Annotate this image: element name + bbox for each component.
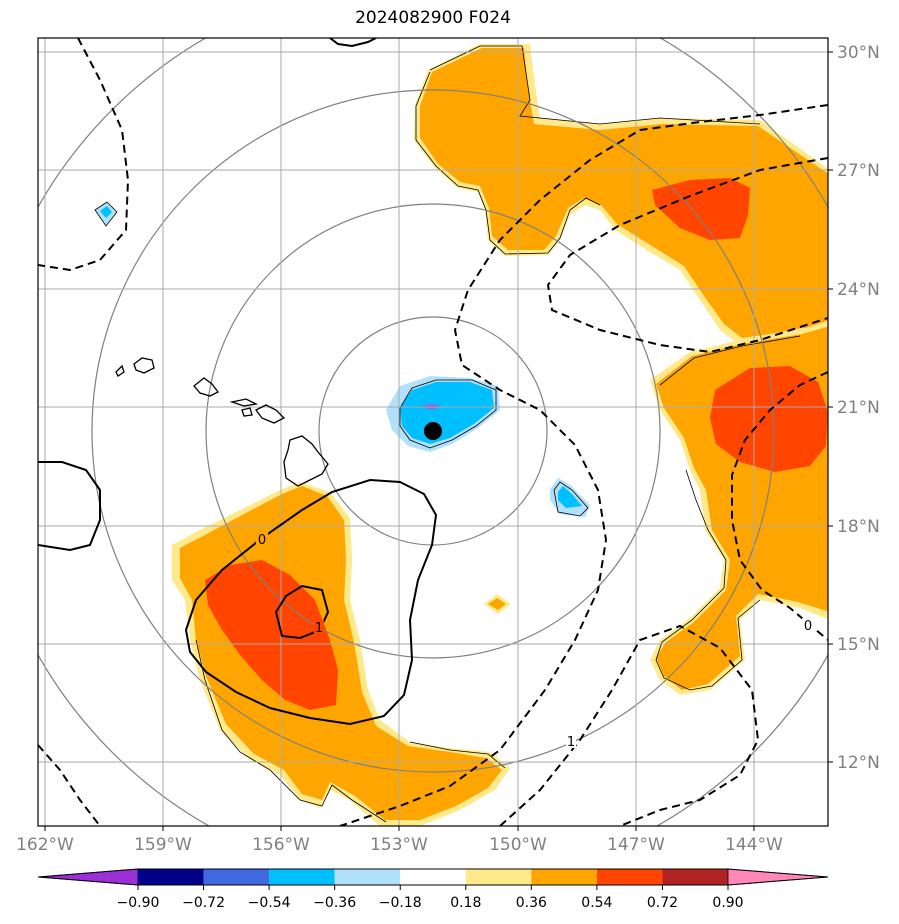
solid-contours [38, 38, 438, 726]
colorbar-tick-label: −0.18 [379, 895, 422, 911]
colorbar-segment [662, 869, 728, 885]
lon-label: 153°W [370, 835, 428, 855]
colorbar-ticks [137, 885, 729, 890]
lat-label: 21°N [837, 398, 880, 418]
colorbar-tick-label: 0.54 [581, 895, 612, 911]
dashed-contours [38, 38, 828, 826]
lon-label: 159°W [134, 835, 192, 855]
contour-labels: 0 1 1 0 [256, 532, 814, 750]
colorbar-segment [400, 869, 466, 885]
latitude-labels: 30°N 27°N 24°N 21°N 18°N 15°N 12°N [837, 43, 880, 773]
lat-label: 27°N [837, 161, 880, 181]
zero-contour-west [38, 461, 101, 552]
lon-label: 156°W [252, 835, 310, 855]
colorbar-segment [203, 869, 270, 885]
negative-anomaly-center [386, 376, 500, 452]
colorbar-tick-label: −0.54 [248, 895, 291, 911]
colorbar-segment [269, 869, 335, 885]
contour-label-1-inner: 1 [315, 621, 323, 636]
map-panel: 0 1 1 0 [38, 38, 828, 826]
longitude-labels: 162°W 159°W 156°W 153°W 150°W 147°W 144°… [16, 835, 783, 855]
lon-label: 150°W [489, 835, 547, 855]
lat-label: 15°N [837, 635, 880, 655]
colorbar-tick-label: 0.90 [712, 895, 743, 911]
contour-top-edge [329, 38, 377, 48]
negative-anomaly-east [550, 478, 590, 517]
colorbar-extend-high [727, 868, 829, 886]
dashed-contour-northwest [38, 38, 130, 272]
lon-label: 147°W [607, 835, 665, 855]
one-contour-small [274, 584, 330, 640]
dashed-contour-inner [546, 157, 828, 354]
storm-center-marker [424, 422, 442, 440]
colorbar-segment [138, 869, 204, 885]
map-frame [37, 37, 829, 827]
colorbar-labels: −0.90 −0.72 −0.54 −0.36 −0.18 0.18 0.36 0.54 0.7… [117, 895, 744, 911]
island-niihau [115, 364, 125, 377]
colorbar-tick-label: 0.36 [516, 895, 547, 911]
colorbar-tick-label: −0.36 [313, 895, 356, 911]
island-molokai [229, 398, 259, 407]
positive-anomaly-east [650, 320, 828, 695]
map-title: 2024082900 F024 [355, 8, 511, 28]
lon-label: 162°W [16, 835, 74, 855]
colorbar-segment [596, 869, 663, 885]
lat-label: 24°N [837, 280, 880, 300]
lat-lon-grid [38, 38, 828, 826]
colorbar-segment [334, 869, 401, 885]
dashed-contour-southwest [38, 744, 101, 826]
lat-label: 30°N [837, 43, 880, 63]
contour-label-0-east: 0 [804, 619, 812, 634]
colorbar-segment [465, 869, 532, 885]
island-hawaii [283, 435, 329, 487]
colorbar-segment [531, 869, 597, 885]
axis-ticks [44, 51, 833, 831]
island-maui [255, 404, 286, 424]
dashed-contour-southeast [499, 624, 760, 826]
range-rings [38, 38, 828, 826]
positive-anomaly-southwest [172, 482, 510, 826]
colorbar-tick-label: −0.72 [182, 895, 225, 911]
lon-label: 144°W [725, 835, 783, 855]
negative-anomaly-northwest [94, 201, 118, 227]
colorbar: −0.90 −0.72 −0.54 −0.36 −0.18 0.18 0.36 0.54 0.7… [37, 868, 829, 911]
dashed-contour-arc [339, 104, 828, 826]
hawaiian-islands [115, 357, 329, 487]
colorbar-tick-label: −0.90 [117, 895, 160, 911]
zero-contour-large [184, 478, 438, 726]
colorbar-tick-label: 0.72 [647, 895, 678, 911]
contour-label-1-south: 1 [567, 735, 575, 750]
island-oahu [193, 377, 219, 397]
lat-label: 12°N [837, 753, 880, 773]
colorbar-extend-low [37, 868, 139, 886]
island-lanai [241, 407, 253, 417]
lat-label: 18°N [837, 517, 880, 537]
colorbar-tick-label: 0.18 [450, 895, 481, 911]
colorbar-segments [37, 868, 829, 886]
island-kauai [133, 357, 155, 374]
contour-label-0-west: 0 [258, 533, 266, 548]
